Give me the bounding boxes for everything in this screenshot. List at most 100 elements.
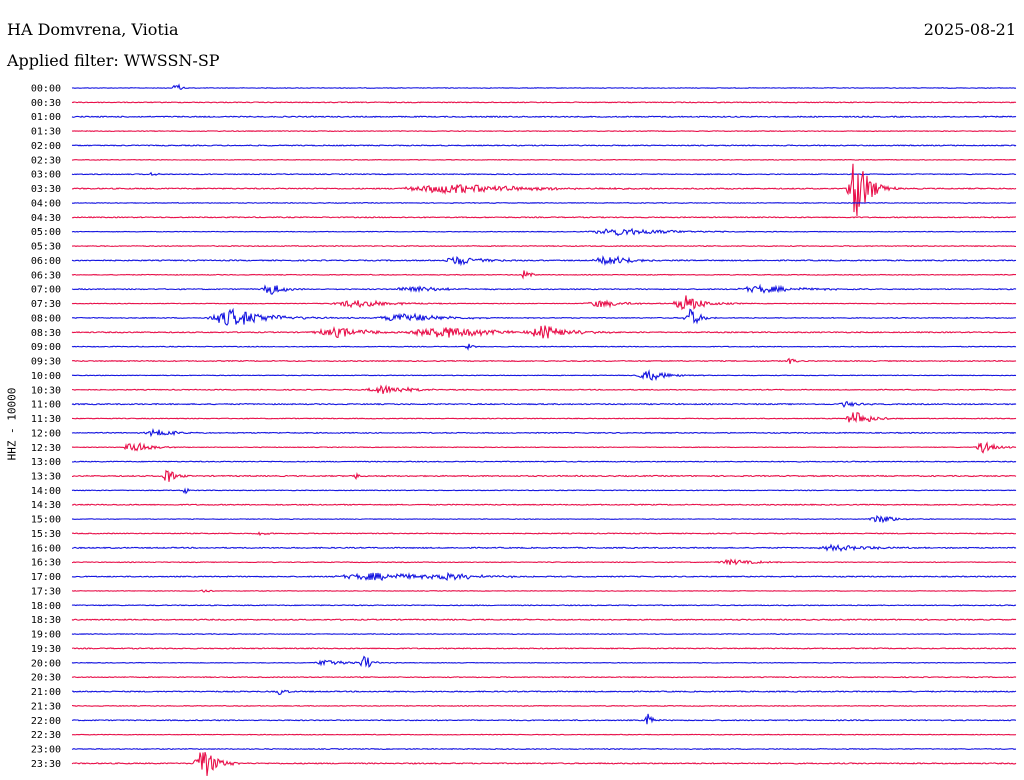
trace-line	[71, 514, 1017, 524]
trace-line	[71, 558, 1017, 566]
time-tick-label: 14:00	[31, 486, 61, 497]
trace-line	[71, 83, 1017, 90]
time-tick-label: 08:00	[31, 313, 61, 324]
time-tick-label: 12:00	[31, 428, 61, 439]
trace-line	[72, 412, 1017, 424]
time-tick-label: 20:00	[31, 658, 61, 669]
trace-line	[71, 201, 1017, 204]
trace-line	[71, 384, 1017, 394]
time-tick-label: 16:30	[31, 558, 61, 569]
time-tick-label: 04:30	[31, 213, 61, 224]
time-tick-label: 10:30	[31, 385, 61, 396]
time-tick-label: 02:00	[31, 141, 61, 152]
time-tick-label: 18:30	[31, 615, 61, 626]
time-tick-label: 22:00	[31, 716, 61, 727]
time-tick-label: 01:00	[31, 112, 61, 123]
time-tick-label: 01:30	[31, 127, 61, 138]
time-tick-label: 17:30	[31, 586, 61, 597]
trace-line	[71, 503, 1017, 506]
trace-line	[71, 543, 1017, 553]
time-tick-label: 08:30	[31, 328, 61, 339]
time-tick-label: 12:30	[31, 443, 61, 454]
trace-line	[71, 676, 1017, 679]
trace-line	[71, 713, 1017, 725]
time-tick-label: 20:30	[31, 673, 61, 684]
station-title: HA Domvrena, Viotia	[7, 20, 179, 39]
trace-line	[71, 216, 1017, 219]
time-tick-label: 05:30	[31, 242, 61, 253]
time-labels: 00:00 00:30 01:00 01:30 02:00 02:30 03:00 03:30…	[31, 84, 61, 770]
trace-line	[71, 255, 1017, 267]
time-tick-label: 19:30	[31, 644, 61, 655]
trace-line	[71, 158, 1017, 161]
trace-line	[71, 343, 1017, 351]
time-tick-label: 02:30	[31, 155, 61, 166]
time-tick-label: 06:00	[31, 256, 61, 267]
trace-line	[71, 244, 1017, 248]
time-tick-label: 03:30	[31, 184, 61, 195]
time-tick-label: 15:30	[31, 529, 61, 540]
trace-line	[71, 589, 1017, 593]
time-tick-label: 09:00	[31, 342, 61, 353]
time-tick-label: 11:30	[31, 414, 61, 425]
trace-line	[71, 441, 1017, 454]
trace-line	[71, 704, 1017, 707]
trace-line	[71, 647, 1017, 650]
time-tick-label: 13:00	[31, 457, 61, 468]
time-tick-label: 00:00	[31, 84, 61, 95]
time-tick-label: 03:00	[31, 170, 61, 181]
time-tick-label: 04:00	[31, 198, 61, 209]
time-tick-label: 14:30	[31, 500, 61, 511]
time-tick-label: 15:00	[31, 515, 61, 526]
trace-line	[71, 369, 1017, 382]
time-tick-label: 23:30	[31, 759, 61, 770]
trace-line	[71, 400, 1017, 408]
trace-line	[71, 733, 1017, 736]
time-tick-label: 09:30	[31, 357, 61, 368]
time-tick-label: 23:00	[31, 745, 61, 756]
trace-line	[71, 469, 1017, 482]
trace-line	[71, 689, 1017, 696]
trace-line	[71, 618, 1017, 621]
time-tick-label: 18:00	[31, 601, 61, 612]
trace-line	[71, 144, 1017, 147]
trace-line	[71, 487, 1017, 495]
time-tick-label: 16:00	[31, 543, 61, 554]
time-tick-label: 07:30	[31, 299, 61, 310]
trace-line	[71, 604, 1017, 607]
trace-line	[71, 325, 1017, 339]
time-tick-label: 11:00	[31, 400, 61, 411]
trace-line	[71, 101, 1017, 104]
trace-line	[71, 571, 1017, 582]
time-tick-label: 21:00	[31, 687, 61, 698]
trace-line	[71, 130, 1017, 133]
time-tick-label: 21:30	[31, 701, 61, 712]
trace-line	[71, 747, 1017, 751]
trace-line	[71, 171, 1017, 176]
trace-line	[71, 163, 1017, 217]
trace-line	[71, 633, 1017, 636]
trace-line	[71, 531, 1017, 537]
date-label: 2025-08-21	[923, 20, 1016, 39]
traces	[71, 83, 1017, 776]
filter-label: Applied filter: WWSSN-SP	[7, 51, 220, 70]
trace-line	[71, 460, 1017, 463]
trace-line	[71, 655, 1017, 668]
trace-line	[71, 357, 1017, 364]
time-tick-label: 13:30	[31, 471, 61, 482]
trace-line	[71, 115, 1017, 119]
time-tick-label: 22:30	[31, 730, 61, 741]
trace-line	[71, 270, 1017, 280]
trace-line	[71, 307, 1017, 326]
trace-line	[71, 295, 1017, 311]
trace-line	[71, 283, 1017, 295]
time-tick-label: 05:00	[31, 227, 61, 238]
trace-line	[71, 751, 1017, 776]
trace-line	[71, 428, 1017, 438]
trace-line	[71, 227, 1017, 237]
time-tick-label: 17:00	[31, 572, 61, 583]
time-tick-label: 00:30	[31, 98, 61, 109]
time-tick-label: 06:30	[31, 270, 61, 281]
time-tick-label: 10:00	[31, 371, 61, 382]
